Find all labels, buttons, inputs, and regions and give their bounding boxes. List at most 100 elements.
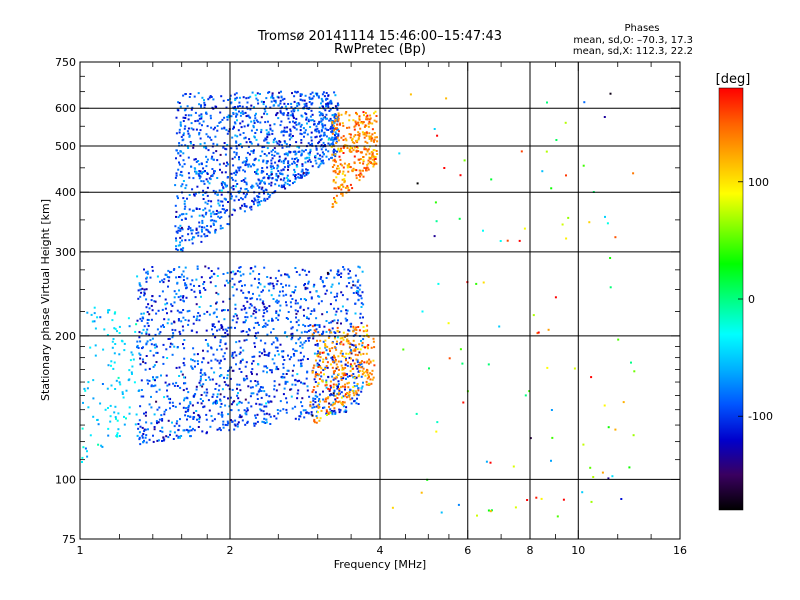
scatter-point [182, 406, 185, 409]
scatter-point [320, 138, 323, 141]
scatter-point [307, 118, 310, 121]
scatter-point [141, 436, 144, 439]
scatter-point [244, 365, 247, 368]
scatter-point [137, 297, 140, 300]
scatter-point [264, 325, 267, 328]
scatter-point [209, 95, 212, 97]
scatter-point [262, 189, 265, 192]
scatter-point [197, 231, 200, 234]
scatter-point [313, 283, 316, 286]
scatter-point [351, 141, 354, 144]
scatter-point [156, 439, 159, 442]
scatter-point [327, 387, 330, 390]
scatter-point [246, 101, 249, 104]
scatter-point [333, 394, 336, 397]
scatter-point [283, 153, 286, 156]
scatter-point [225, 185, 228, 188]
scatter-point [150, 304, 153, 307]
scatter-point [181, 174, 184, 177]
scatter-point [332, 370, 335, 373]
scatter-point [270, 294, 273, 297]
scatter-point [157, 309, 160, 312]
scatter-point [330, 285, 333, 288]
scatter-point [301, 163, 304, 166]
scatter-point [140, 332, 143, 335]
scatter-point [333, 377, 336, 380]
scatter-point [366, 149, 369, 152]
scatter-point [300, 152, 303, 155]
scatter-point [303, 284, 306, 287]
scatter-point [163, 410, 166, 413]
scatter-point [307, 329, 310, 332]
scatter-point [347, 329, 350, 332]
scatter-point [198, 132, 201, 134]
scatter-point [110, 384, 113, 387]
scatter-point [239, 361, 242, 364]
scatter-point [236, 113, 239, 116]
scatter-point [311, 390, 314, 393]
scatter-point [340, 396, 343, 399]
scatter-point [255, 402, 258, 405]
scatter-point [200, 105, 202, 108]
scatter-point [286, 179, 289, 182]
scatter-point [175, 292, 178, 295]
scatter-point [239, 346, 242, 349]
scatter-point [148, 379, 151, 382]
scatter-point [341, 122, 344, 125]
scatter-point [287, 178, 290, 181]
scatter-point [336, 102, 339, 105]
scatter-point [336, 123, 339, 126]
scatter-point [135, 323, 138, 326]
scatter-point [235, 288, 238, 291]
scatter-point [179, 229, 182, 232]
scatter-point [296, 105, 299, 107]
scatter-point [250, 284, 253, 287]
scatter-point [281, 144, 283, 147]
scatter-point [260, 180, 263, 182]
scatter-point [316, 152, 319, 155]
scatter-point [369, 157, 372, 160]
scatter-point [324, 346, 327, 349]
scatter-point [293, 181, 296, 183]
scatter-point [352, 386, 355, 388]
scatter-point [142, 328, 145, 331]
scatter-point [315, 92, 318, 95]
scatter-point [281, 106, 283, 109]
scatter-point [243, 284, 246, 287]
scatter-point [202, 209, 205, 212]
scatter-point [350, 402, 353, 405]
scatter-point [244, 321, 246, 324]
scatter-point [292, 116, 295, 119]
scatter-point [239, 166, 242, 169]
scatter-point [301, 405, 304, 408]
scatter-point [218, 189, 221, 192]
scatter-point [335, 343, 338, 345]
scatter-point [339, 158, 342, 161]
scatter-point [122, 396, 125, 399]
scatter-point [317, 355, 320, 358]
x-tick-label: 16 [673, 544, 687, 557]
scatter-point [296, 310, 299, 313]
scatter-point [436, 421, 439, 424]
scatter-point [205, 211, 208, 214]
scatter-point [360, 306, 363, 308]
scatter-point [188, 135, 191, 138]
scatter-point [183, 127, 186, 130]
scatter-point [367, 159, 370, 162]
scatter-point [257, 331, 260, 334]
scatter-point [330, 403, 333, 406]
scatter-point [214, 388, 217, 390]
scatter-point [139, 357, 142, 360]
scatter-point [137, 423, 140, 425]
scatter-point [172, 382, 175, 385]
scatter-point [242, 169, 245, 172]
scatter-point [151, 337, 154, 340]
scatter-point [250, 120, 253, 123]
scatter-point [238, 144, 240, 147]
scatter-point [245, 106, 248, 109]
scatter-point [362, 352, 365, 355]
scatter-point [230, 176, 233, 179]
scatter-point [143, 268, 145, 271]
scatter-point [250, 315, 253, 318]
